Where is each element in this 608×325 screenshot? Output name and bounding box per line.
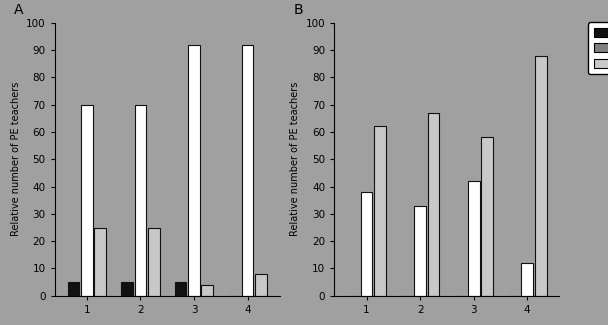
Bar <box>121 282 133 296</box>
Text: B: B <box>294 3 303 17</box>
Bar <box>361 192 373 296</box>
Bar <box>241 45 254 296</box>
Bar <box>148 227 160 296</box>
Text: A: A <box>14 3 24 17</box>
Legend: Low level, Average level, High level: Low level, Average level, High level <box>589 22 608 74</box>
Bar <box>534 56 547 296</box>
Bar <box>427 113 440 296</box>
Bar <box>374 126 386 296</box>
Bar <box>468 181 480 296</box>
Bar <box>81 105 93 296</box>
Bar <box>201 285 213 296</box>
Bar <box>414 206 426 296</box>
Bar <box>481 137 493 296</box>
Y-axis label: Relative number of PE teachers: Relative number of PE teachers <box>10 82 21 237</box>
Bar <box>188 45 200 296</box>
Bar <box>255 274 267 296</box>
Bar <box>174 282 187 296</box>
Bar <box>94 227 106 296</box>
Y-axis label: Relative number of PE teachers: Relative number of PE teachers <box>290 82 300 237</box>
Bar <box>134 105 147 296</box>
Bar <box>67 282 80 296</box>
Bar <box>521 263 533 296</box>
